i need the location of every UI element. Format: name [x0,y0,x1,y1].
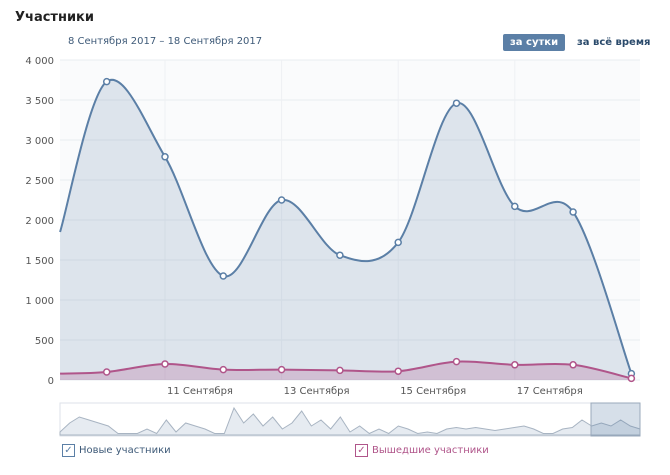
navigator-series [59,406,641,436]
y-tick-label: 4 000 [25,56,54,67]
data-point [102,368,111,376]
legend-left[interactable]: ✓ Вышедшие участники [355,444,489,457]
data-point [394,367,402,375]
data-point [277,365,286,374]
all-time-button[interactable]: за всё время [577,37,651,48]
data-point [219,365,228,374]
y-tick-label: 0 [48,376,54,387]
data-point [161,360,169,368]
x-tick-label: 13 Сентября [284,386,350,397]
data-point [336,251,344,259]
data-point [627,374,636,383]
x-tick-label: 11 Сентября [167,386,233,397]
data-point [219,272,228,280]
y-tick-label: 3 500 [25,96,54,107]
legend-new[interactable]: ✓ Новые участники [62,444,171,457]
checkbox-checked-icon[interactable]: ✓ [62,444,75,457]
x-tick-label: 17 Сентября [517,386,583,397]
data-point [569,361,577,369]
page-title: Участники [15,10,94,25]
y-tick-label: 2 000 [25,216,54,227]
data-point [277,196,286,204]
x-tick-label: 15 Сентября [400,386,466,397]
navigator [59,402,641,437]
data-point [511,361,519,369]
checkbox-checked-icon[interactable]: ✓ [355,444,368,457]
y-tick-label: 1 500 [25,256,54,267]
date-range[interactable]: 8 Сентября 2017 – 18 Сентября 2017 [68,36,263,47]
y-tick-label: 3 000 [25,136,54,147]
per-day-button[interactable]: за сутки [503,34,566,51]
legend-label: Новые участники [79,445,171,456]
data-point [569,208,577,216]
data-point [161,153,169,161]
data-point [336,366,344,375]
legend-label: Вышедшие участники [372,445,489,456]
y-tick-label: 500 [35,336,54,347]
data-point [452,99,461,107]
data-point [452,357,461,366]
data-point [394,238,402,247]
data-point [102,77,111,86]
y-tick-label: 2 500 [25,176,54,187]
navigator-selection [590,402,641,437]
data-point [511,202,519,211]
y-tick-label: 1 000 [25,296,54,307]
